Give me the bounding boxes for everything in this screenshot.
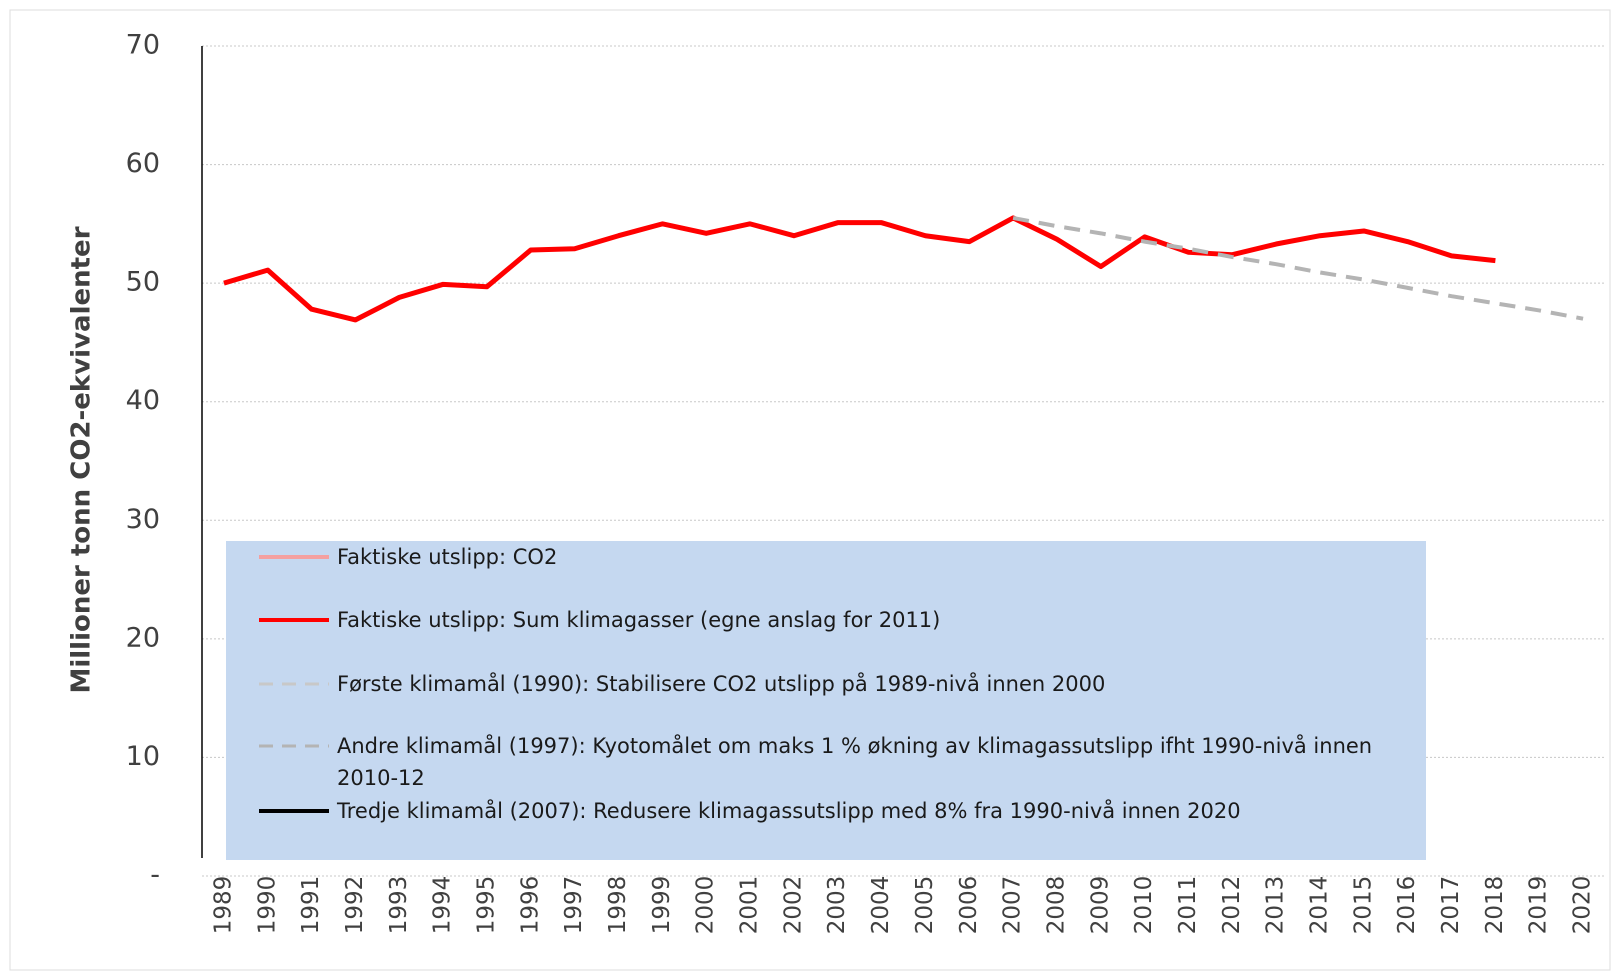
- x-tick-label: 2003: [824, 876, 850, 935]
- x-tick-label: 2012: [1219, 876, 1245, 935]
- x-tick-label: 1993: [386, 876, 412, 935]
- legend-label: Faktiske utslipp: Sum klimagasser (egne …: [337, 608, 941, 632]
- y-tick-label: 30: [126, 504, 160, 535]
- y-tick-label: 20: [126, 622, 160, 653]
- x-tick-label: 2016: [1394, 876, 1420, 935]
- x-tick-label: 1994: [430, 876, 456, 935]
- x-tick-label: 2014: [1307, 876, 1333, 935]
- legend-swatch: [259, 744, 329, 748]
- x-tick-label: 2001: [737, 876, 763, 935]
- legend: Faktiske utslipp: CO2 Faktiske utslipp: S…: [226, 541, 1426, 860]
- series-line: [223, 215, 1496, 323]
- legend-label: Første klimamål (1990): Stabilisere CO2 …: [337, 672, 1106, 696]
- x-tick-label: 2019: [1526, 876, 1552, 935]
- x-tick-label: 2004: [868, 876, 894, 935]
- y-tick-label: -: [150, 860, 160, 891]
- x-tick-label: 2008: [1043, 876, 1069, 935]
- y-tick-label: 60: [126, 148, 160, 179]
- x-tick-label: 2020: [1570, 876, 1596, 935]
- x-tick-label: 2011: [1175, 876, 1201, 935]
- legend-swatch: [259, 809, 329, 813]
- legend-swatch: [259, 618, 329, 622]
- x-tick-label: 2006: [956, 876, 982, 935]
- x-tick-label: 1995: [473, 876, 499, 935]
- x-tick-label: 2007: [1000, 876, 1026, 935]
- legend-swatch: [259, 682, 329, 686]
- legend-label: Faktiske utslipp: CO2: [337, 545, 558, 569]
- x-tick-label: 2015: [1350, 876, 1376, 935]
- y-tick-label: 70: [126, 30, 160, 61]
- x-tick-label: 2002: [780, 876, 806, 935]
- x-tick-label: 2000: [693, 876, 719, 935]
- x-tick-label: 1997: [561, 876, 587, 935]
- y-tick-label: 10: [126, 741, 160, 772]
- x-tick-label: 2018: [1482, 876, 1508, 935]
- legend-swatch: [259, 555, 329, 559]
- x-tick-label: 1999: [649, 876, 675, 935]
- x-tick-label: 2009: [1087, 876, 1113, 935]
- x-tick-label: 2017: [1438, 876, 1464, 935]
- x-tick-label: 1991: [298, 876, 324, 935]
- x-tick-label: 2010: [1131, 876, 1157, 935]
- x-tick-label: 1992: [342, 876, 368, 935]
- y-axis-title: Millioner tonn CO2-ekvivalenter: [67, 226, 97, 693]
- x-tick-label: 2005: [912, 876, 938, 935]
- series-line: [1012, 215, 1584, 321]
- y-tick-label: 40: [126, 385, 160, 416]
- x-tick-label: 2013: [1263, 876, 1289, 935]
- chart-border: [9, 9, 1611, 971]
- x-tick-label: 1989: [210, 876, 236, 935]
- legend-label: Andre klimamål (1997): Kyotomålet om mak…: [337, 734, 1373, 790]
- x-tick-label: 1996: [517, 876, 543, 935]
- x-tick-label: 1990: [254, 876, 280, 935]
- legend-label: Tredje klimamål (2007): Redusere klimaga…: [337, 799, 1241, 823]
- y-tick-label: 50: [126, 267, 160, 298]
- x-tick-label: 1998: [605, 876, 631, 935]
